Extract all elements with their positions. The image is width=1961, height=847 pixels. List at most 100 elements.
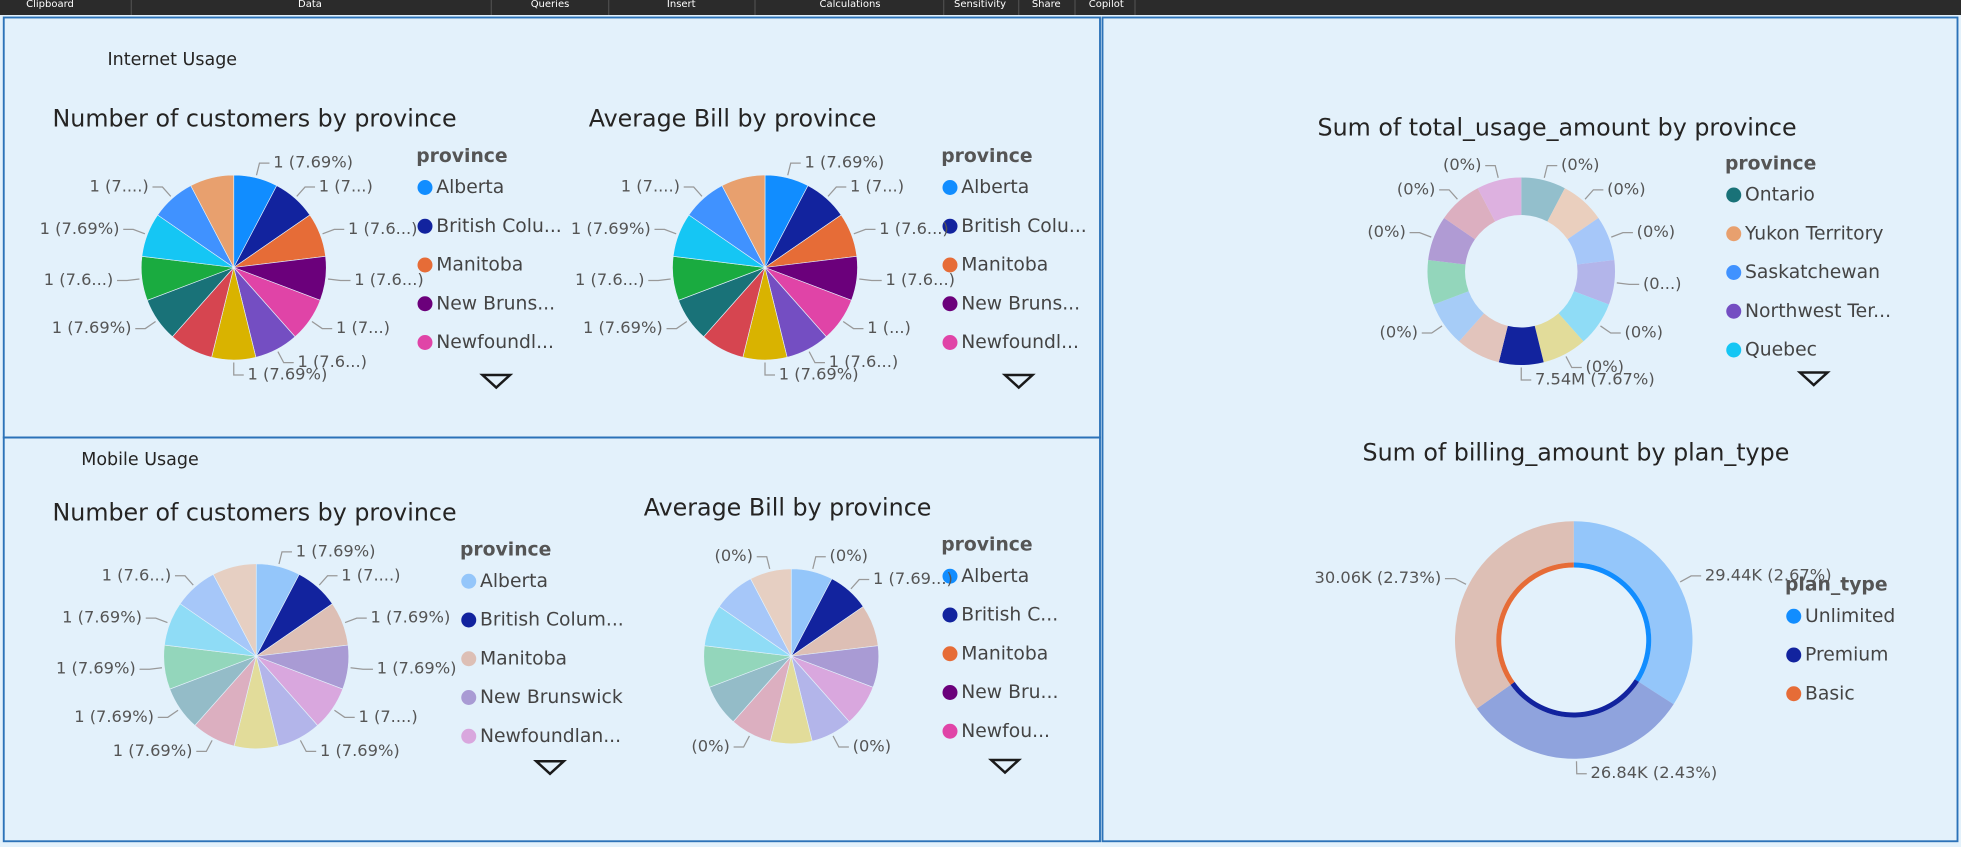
leader-line: [327, 278, 351, 282]
legend-label: New Brunswick: [480, 687, 623, 708]
donut-slice: [1427, 259, 1469, 305]
data-label: (0...): [1643, 274, 1682, 293]
legend-marker: [417, 257, 433, 273]
toolbar-item: Insert: [667, 0, 696, 10]
data-label: 1 (7...): [336, 318, 390, 337]
leader-line: [1485, 165, 1499, 178]
legend-marker: [942, 335, 958, 351]
data-label: 1 (7.69%): [273, 153, 353, 172]
toolbar-item: Sensitivity: [954, 0, 1006, 10]
donut-slice: [1433, 291, 1484, 342]
chart-title: Number of customers by province: [53, 498, 457, 526]
legend-marker: [942, 296, 958, 312]
data-label: 1 (7.6...): [44, 270, 114, 289]
legend-marker: [417, 296, 433, 312]
legend-marker: [1726, 187, 1742, 203]
legend-label: Quebec: [1745, 340, 1817, 361]
inner-ring: [1573, 562, 1652, 682]
legend-marker: [942, 646, 958, 662]
legend-label: Manitoba: [480, 648, 567, 669]
leader-line: [296, 186, 316, 197]
legend-label: Manitoba: [436, 255, 523, 276]
data-label: 1 (7.6...): [354, 270, 424, 289]
data-label: 1 (7.69%): [804, 153, 884, 172]
legend-label: British Colu...: [436, 216, 562, 237]
data-label: (0%): [1380, 323, 1418, 342]
data-label: 7.54M (7.67%): [1535, 370, 1655, 389]
data-label: 1 (7.69%): [296, 541, 376, 560]
legend-marker: [417, 218, 433, 234]
donut-slice: [1444, 188, 1496, 240]
pie-slice: [750, 568, 792, 657]
donut-slice: [1573, 259, 1615, 305]
legend-title: province: [460, 540, 551, 561]
toolbar-item: Queries: [531, 0, 570, 10]
legend-title: province: [941, 535, 1032, 556]
data-label: 1 (7.69%): [247, 365, 327, 384]
legend-title: province: [941, 146, 1032, 167]
data-label: (0%): [1607, 179, 1645, 198]
leader-line: [123, 228, 146, 235]
legend-label: Newfoundlan...: [480, 726, 621, 747]
data-label: 1 (7.69%): [320, 741, 400, 760]
leader-line: [1584, 189, 1604, 200]
legend-label: Yukon Territory: [1744, 223, 1883, 244]
leader-line: [135, 320, 156, 330]
toolbar: [0, 0, 1961, 16]
leader-line: [853, 228, 876, 235]
legend-marker: [461, 728, 477, 744]
donut-slice: [1547, 188, 1599, 240]
legend-marker: [1786, 647, 1802, 663]
leader-line: [318, 575, 338, 586]
legend-label: Alberta: [961, 177, 1029, 198]
legend-label: New Bruns...: [436, 293, 555, 314]
legend-marker: [942, 607, 958, 623]
legend-marker: [942, 685, 958, 700]
leader-line: [233, 362, 244, 376]
legend-label: Alberta: [436, 177, 504, 198]
data-label: 29.44K (2.67%): [1705, 565, 1832, 584]
data-label: (0%): [1367, 222, 1405, 241]
data-label: 1 (7.69%): [52, 318, 132, 337]
legend-label: Manitoba: [961, 255, 1048, 276]
legend-label: Northwest Ter...: [1745, 301, 1891, 322]
legend-marker: [461, 690, 477, 705]
legend-marker: [1786, 608, 1802, 624]
leader-line: [344, 617, 367, 624]
leader-line: [1611, 232, 1633, 238]
data-label: 1 (7...): [319, 177, 373, 196]
data-label: 1 (7....): [341, 565, 400, 584]
data-label: 1 (7.69%): [113, 741, 193, 760]
leader-line: [350, 667, 373, 670]
donut-slice: [1476, 681, 1674, 759]
legend-label: Premium: [1805, 645, 1888, 666]
chart-title: Average Bill by province: [589, 105, 877, 133]
section-title: Internet Usage: [108, 50, 238, 70]
inner-ring: [1496, 562, 1574, 685]
toolbar-separators: [130, 0, 1136, 16]
leader-line: [733, 735, 750, 748]
chart-title: Sum of total_usage_amount by province: [1318, 113, 1797, 141]
legend-marker: [417, 335, 433, 351]
legend-marker: [1726, 303, 1742, 319]
legend-label: Manitoba: [961, 643, 1048, 664]
leader-line: [174, 575, 194, 586]
donut-slice: [1459, 313, 1508, 363]
legend-marker: [461, 651, 477, 667]
leader-line: [152, 186, 172, 197]
legend-marker: [1786, 686, 1802, 702]
donut-slice: [1477, 177, 1522, 222]
pie-slice: [212, 563, 257, 657]
leader-line: [764, 362, 775, 376]
data-label: 1 (7.69%): [571, 219, 651, 238]
leader-line: [334, 709, 355, 718]
leader-line: [859, 278, 882, 282]
legend-label: Alberta: [961, 566, 1029, 587]
toolbar-item: Share: [1032, 0, 1061, 10]
leader-line: [255, 162, 270, 176]
leader-line: [1444, 577, 1467, 585]
legend-label: Saskatchewan: [1745, 262, 1880, 283]
legend-label: New Bru...: [961, 682, 1058, 703]
toolbar-item: Data: [298, 0, 322, 10]
